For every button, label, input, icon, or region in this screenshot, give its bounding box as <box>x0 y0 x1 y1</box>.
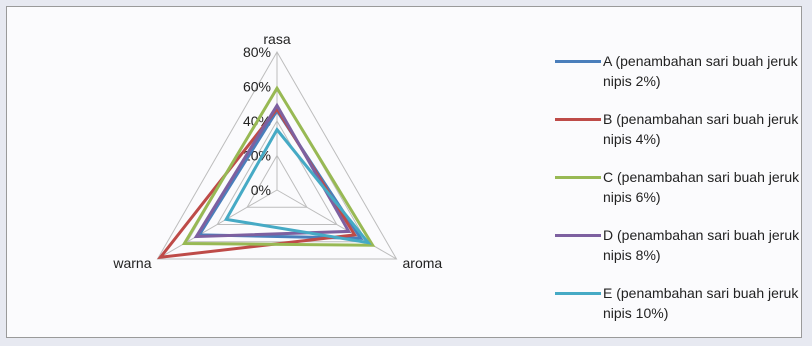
series-line-e <box>223 126 372 245</box>
series-line-a <box>196 107 364 240</box>
grid-ring <box>156 50 398 260</box>
axis-label-rasa: rasa <box>263 31 290 47</box>
legend-item: E (penambahan sari buah jeruk nipis 10%) <box>555 283 801 341</box>
axis-label-aroma: aroma <box>403 255 443 271</box>
legend-swatch <box>555 118 601 121</box>
grid-ring <box>216 120 338 225</box>
legend-label: D (penambahan sari buah jeruk nipis 8%) <box>603 227 800 263</box>
axis-spoke <box>157 189 278 260</box>
legend-label: A (penambahan sari buah jeruk nipis 2%) <box>603 53 798 89</box>
legend-swatch <box>555 176 601 179</box>
grid-ring <box>246 154 308 208</box>
legend-item: B (penambahan sari buah jeruk nipis 4%) <box>555 109 801 167</box>
tick-label: 60% <box>243 79 271 95</box>
series-line-c <box>181 85 376 247</box>
legend-item: A (penambahan sari buah jeruk nipis 2%) <box>555 51 801 109</box>
legend-swatch <box>555 60 601 63</box>
legend-label: B (penambahan sari buah jeruk nipis 4%) <box>603 111 799 147</box>
legend-swatch <box>555 292 601 295</box>
legend-swatch <box>555 234 601 237</box>
legend-label: E (penambahan sari buah jeruk nipis 10%) <box>603 285 799 321</box>
legend-item: D (penambahan sari buah jeruk nipis 8%) <box>555 225 801 283</box>
axis-label-warna: warna <box>112 255 151 271</box>
legend: A (penambahan sari buah jeruk nipis 2%) B… <box>555 51 801 341</box>
series-line-d <box>193 102 352 239</box>
tick-label: 0% <box>251 182 271 198</box>
tick-label: 80% <box>243 44 271 60</box>
legend-item: C (penambahan sari buah jeruk nipis 6%) <box>555 167 801 225</box>
legend-label: C (penambahan sari buah jeruk nipis 6%) <box>603 169 800 205</box>
chart-frame: 0% 20% 40% 60% 80% rasa aroma warna A (penambah… <box>6 6 802 338</box>
axis-spoke <box>276 189 397 260</box>
